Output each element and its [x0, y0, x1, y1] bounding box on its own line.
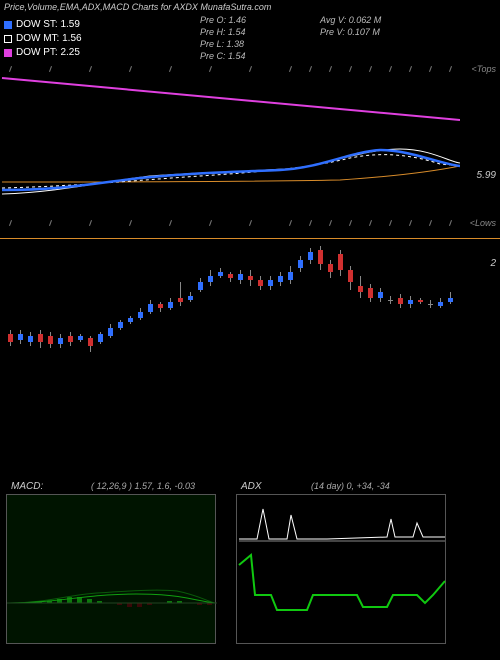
- price-axis-2: 2: [490, 258, 496, 269]
- candlestick-chart: [0, 242, 460, 372]
- price-chart: [0, 0, 460, 240]
- macd-params: ( 12,26,9 ) 1.57, 1.6, -0.03: [91, 481, 195, 491]
- adx-chart: [237, 495, 447, 645]
- price-axis-599: 5.99: [477, 170, 496, 181]
- adx-panel: ADX (14 day) 0, +34, -34: [236, 494, 446, 644]
- macd-label: MACD:: [11, 481, 43, 492]
- orange-divider: [0, 238, 500, 239]
- adx-params: (14 day) 0, +34, -34: [311, 481, 390, 491]
- lows-label: <Lows: [470, 218, 496, 228]
- macd-panel: MACD: ( 12,26,9 ) 1.57, 1.6, -0.03: [6, 494, 216, 644]
- tops-label: <Tops: [472, 64, 496, 74]
- macd-chart: [7, 495, 217, 645]
- adx-label: ADX: [241, 481, 262, 492]
